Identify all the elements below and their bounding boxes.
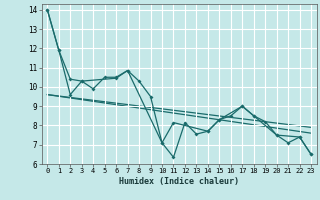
X-axis label: Humidex (Indice chaleur): Humidex (Indice chaleur) (119, 177, 239, 186)
